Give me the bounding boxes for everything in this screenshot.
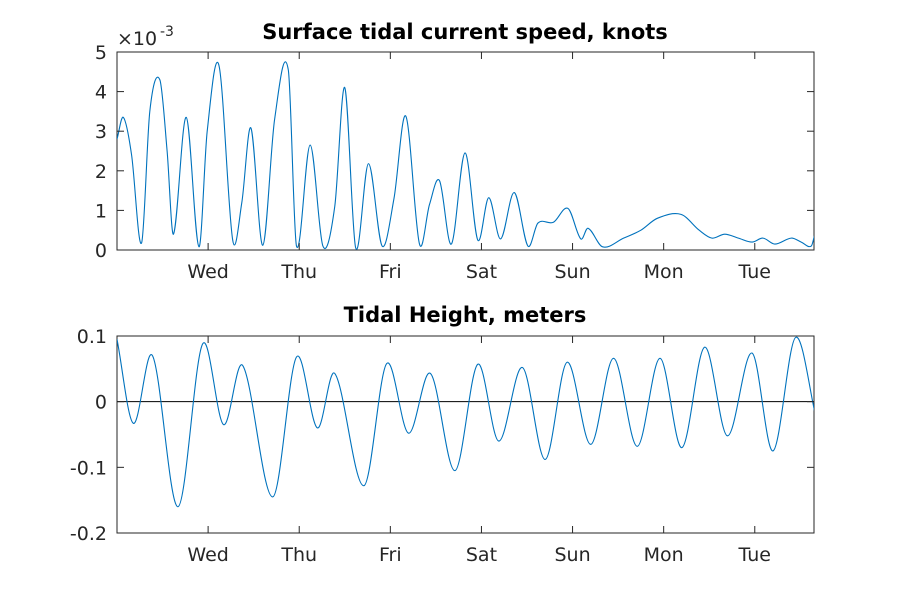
current-speed-x-tick-label: Sat [466, 261, 497, 283]
tidal-height-y-tick-label: -0.2 [70, 523, 107, 545]
tidal-height-y-tick-label: 0 [95, 392, 107, 414]
exponent-power: -3 [160, 24, 174, 40]
tidal-height-axes-box [116, 335, 815, 534]
exponent-label: ×10 -3 [117, 24, 174, 50]
tidal-height-y-tick-label: -0.1 [70, 457, 107, 479]
current-speed-chart: Surface tidal current speed, knots ×10 -… [95, 20, 815, 283]
current-speed-y-tick-label: 2 [95, 161, 107, 183]
tidal-height-x-tick-label: Thu [280, 544, 317, 566]
tidal-height-chart: Tidal Height, meters Wed Thu Fri Sat Sun Mon T… [70, 303, 815, 566]
tidal-height-x-tick-label: Mon [644, 544, 684, 566]
current-speed-x-tick-label: Mon [644, 261, 684, 283]
current-speed-x-tick-label: Sun [554, 261, 590, 283]
current-speed-y-tick-label: 5 [95, 42, 107, 64]
current-speed-axes-box [116, 51, 815, 251]
tidal-height-x-tick-label: Sun [554, 544, 590, 566]
current-speed-series-line-0 [117, 61, 814, 250]
tidal-height-title: Tidal Height, meters [344, 303, 587, 327]
current-speed-title: Surface tidal current speed, knots [262, 20, 668, 44]
tidal-height-x-tick-label: Fri [379, 544, 402, 566]
current-speed-x-tick-label: Wed [187, 261, 228, 283]
current-speed-x-tick-label: Tue [738, 261, 771, 283]
tidal-height-x-tick-label: Sat [466, 544, 497, 566]
current-speed-y-tick-label: 0 [95, 240, 107, 262]
current-speed-y-tick-label: 4 [95, 82, 107, 104]
tidal-height-x-tick-label: Wed [187, 544, 228, 566]
current-speed-x-tick-label: Thu [280, 261, 317, 283]
tidal-height-series-line-0 [117, 336, 814, 508]
current-speed-x-tick-label: Fri [379, 261, 402, 283]
current-speed-y-tick-label: 3 [95, 121, 107, 143]
exponent-base: ×10 [117, 28, 157, 50]
tidal-height-y-tick-label: 0.1 [77, 326, 107, 348]
tidal-height-x-tick-label: Tue [738, 544, 771, 566]
current-speed-y-tick-label: 1 [95, 200, 107, 222]
